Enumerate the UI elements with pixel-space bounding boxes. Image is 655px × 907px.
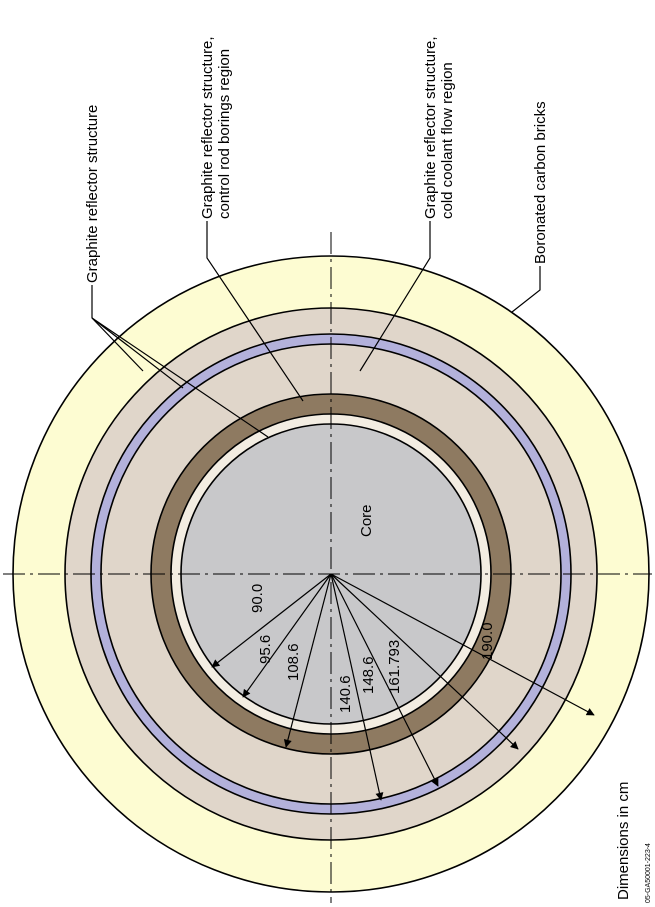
radius-label-140-6: 140.6: [337, 675, 354, 713]
radius-label-95-6: 95.6: [257, 635, 274, 664]
radius-label-90: 90.0: [249, 584, 266, 613]
boronated-carbon-label: Boronated carbon bricks: [532, 101, 549, 264]
arrow-radius-148-6: [330, 573, 439, 787]
cold-coolant-label-line2: cold coolant flow region: [439, 62, 456, 219]
radius-label-148-6: 148.6: [360, 656, 377, 694]
radius-label-190: 190.0: [479, 622, 496, 660]
leader-boronated: [511, 266, 541, 313]
core-label: Core: [358, 504, 375, 537]
cold-coolant-label-line1: Graphite reflector structure,: [422, 36, 439, 219]
control-rod-label-line2: control rod borings region: [216, 49, 233, 219]
arrow-radius-108-6: [283, 573, 332, 748]
arrow-radius-140-6: [330, 573, 384, 801]
arrow-radius-190: [330, 573, 595, 716]
radius-label-108-6: 108.6: [285, 643, 302, 681]
leader-graphite-to-inner: [91, 317, 269, 438]
leader-graphite-to-outer: [91, 317, 144, 372]
leader-lines: [91, 221, 541, 438]
leader-cold-coolant: [359, 221, 431, 372]
figure-code: 05-GA50001-223-4: [645, 843, 652, 903]
radius-arrows: [211, 573, 595, 801]
arrow-radius-95-6: [242, 573, 332, 698]
arrow-radius-161-793: [330, 573, 519, 750]
radius-labels: 90.0 95.6 108.6 140.6 148.6 161.793 190.…: [249, 584, 496, 713]
center-lines: [3, 232, 652, 903]
dimensions-note: Dimensions in cm: [615, 782, 632, 900]
leader-graphite-to-middle: [91, 317, 184, 389]
radius-label-161-793: 161.793: [386, 640, 403, 694]
arrow-radius-90: [211, 573, 332, 668]
control-rod-label-line1: Graphite reflector structure,: [199, 36, 216, 219]
graphite-reflector-label: Graphite reflector structure: [84, 105, 101, 283]
leader-control-rod: [206, 221, 304, 402]
